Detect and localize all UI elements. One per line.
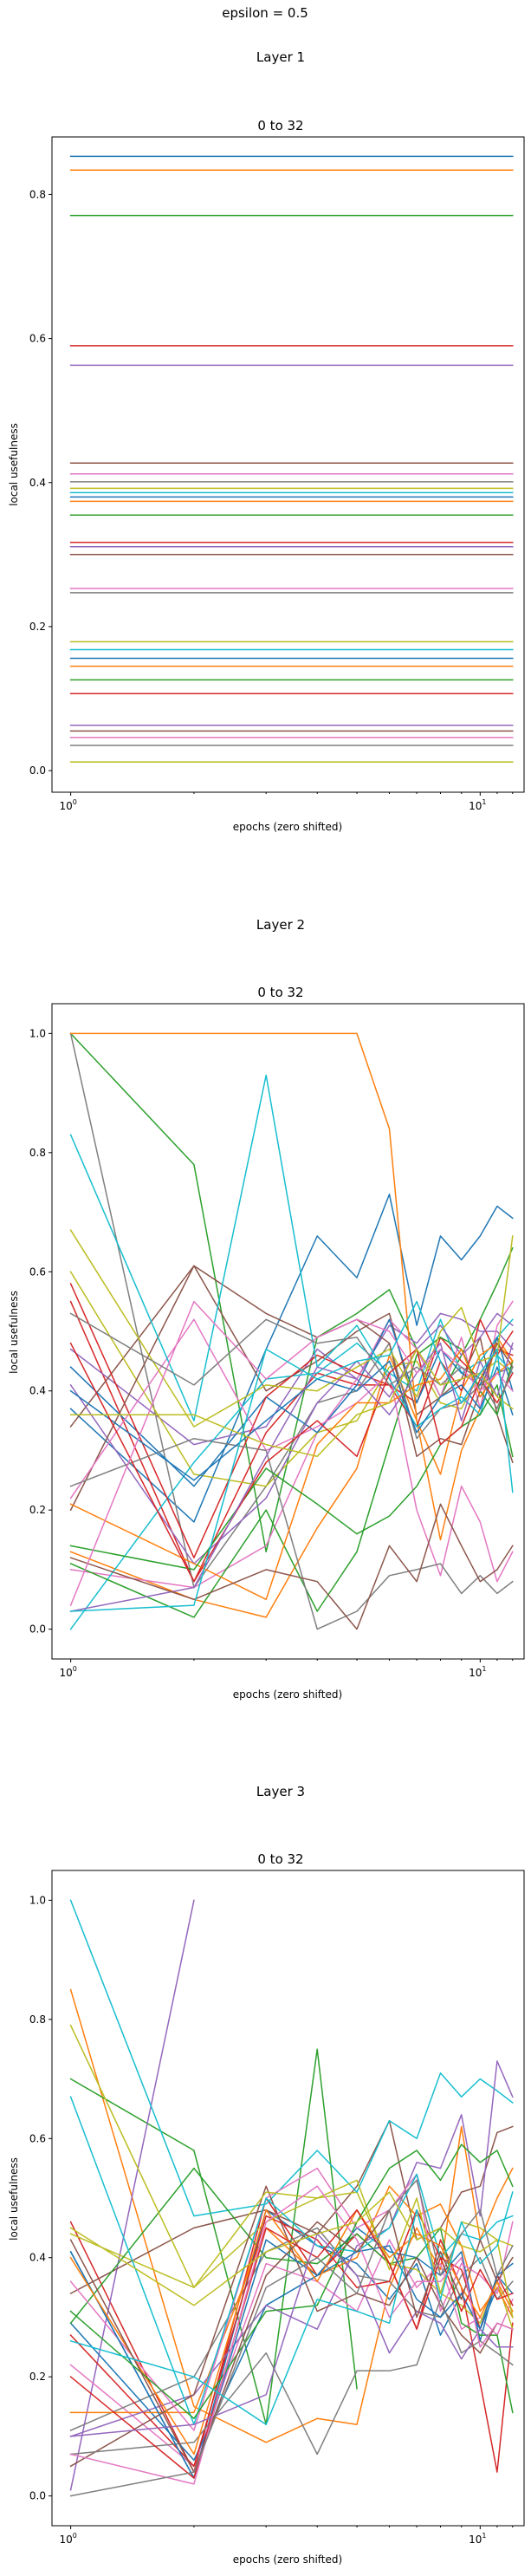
y-tick-label: 0.0: [29, 1623, 46, 1636]
series-line-27: [69, 1300, 514, 1607]
panel-1-title: 0 to 32: [257, 118, 303, 133]
series-line-21: [69, 1360, 514, 1481]
series-line-8: [69, 1032, 514, 1589]
y-tick-label: 0.4: [29, 477, 46, 489]
series-line-28: [69, 1312, 514, 1410]
series-line-1: [69, 1194, 514, 1523]
y-tick-label: 0.2: [29, 2371, 46, 2383]
series-line-25: [69, 1342, 514, 1612]
series-line-29: [69, 1348, 514, 1458]
y-tick-label: 0.8: [29, 1147, 46, 1159]
x-tick-label: 100: [59, 798, 76, 812]
series-line-2: [69, 1988, 514, 2443]
axes-frame: [51, 136, 525, 793]
y-tick-label: 0.6: [29, 1265, 46, 1278]
series-line-28: [69, 2179, 514, 2497]
series-line-25: [69, 2233, 514, 2437]
series-line-17: [69, 2167, 514, 2431]
axes-frame: [51, 1003, 525, 1660]
series-line-22: [69, 2208, 514, 2456]
series-line-26: [69, 2208, 514, 2473]
y-tick-label: 1.0: [29, 1027, 46, 1039]
series-line-29: [69, 2191, 514, 2319]
series-line-16: [69, 2185, 514, 2468]
series-line-20: [69, 1074, 514, 1428]
series-line-19: [69, 1229, 514, 1428]
series-line-14: [69, 1283, 514, 1558]
layer-1-title: Layer 1: [256, 49, 305, 65]
y-tick-label: 0.2: [29, 621, 46, 633]
y-tick-label: 0.8: [29, 188, 46, 200]
y-tick-label: 0.0: [29, 2490, 46, 2502]
panel-2-plot: 0.0 0.2 0.4 0.6 0.8 1.0 100 101: [29, 1003, 525, 1679]
series-line-5: [69, 1899, 195, 2491]
y-tick-label: 0.6: [29, 2132, 46, 2144]
series-line-6: [69, 2119, 514, 2295]
series-line-3: [69, 1032, 514, 1553]
series-line-11: [69, 2227, 514, 2462]
series-line-23: [69, 1384, 514, 1571]
series-line-13: [69, 2167, 514, 2414]
layer-2-title: Layer 2: [256, 917, 305, 933]
y-tick-label: 0.4: [29, 2252, 46, 2264]
series-group: [69, 1032, 514, 1630]
y-tick-label: 1.0: [29, 1894, 46, 1906]
series-group: [69, 155, 514, 763]
series-line-19: [69, 2024, 514, 2294]
panel-2-xlabel: epochs (zero shifted): [233, 1688, 342, 1701]
series-line-20: [69, 2096, 514, 2425]
x-tick-label: 100: [59, 2532, 76, 2546]
series-line-12: [69, 1032, 514, 1475]
series-line-27: [69, 2185, 514, 2485]
panel-3-plot: 0.0 0.2 0.4 0.6 0.8 1.0 100 101: [29, 1870, 525, 2546]
series-line-10: [69, 1899, 514, 2217]
layer-3-title: Layer 3: [256, 1784, 305, 1799]
panel-1-xlabel: epochs (zero shifted): [233, 821, 342, 833]
series-line-23: [69, 2143, 514, 2420]
panel-3-xlabel: epochs (zero shifted): [233, 2553, 342, 2566]
panel-3-ylabel: local usefulness: [8, 2157, 20, 2241]
series-line-30: [69, 2191, 514, 2425]
series-line-17: [69, 1318, 514, 1583]
series-line-21: [69, 2239, 514, 2479]
axes-frame: [51, 1870, 525, 2527]
y-tick-label: 0.6: [29, 333, 46, 345]
y-tick-label: 0.8: [29, 2013, 46, 2026]
y-tick-label: 0.4: [29, 1385, 46, 1397]
panel-2-title: 0 to 32: [257, 985, 303, 1000]
panel-2-ylabel: local usefulness: [8, 1291, 20, 1374]
x-tick-label: 101: [469, 2532, 486, 2546]
y-tick-label: 0.2: [29, 1504, 46, 1516]
y-tick-label: 0.0: [29, 764, 46, 777]
x-tick-label: 101: [469, 1665, 486, 1679]
panel-3-title: 0 to 32: [257, 1851, 303, 1867]
series-group: [69, 1899, 514, 2497]
figure-suptitle: epsilon = 0.5: [222, 5, 308, 21]
x-tick-label: 101: [469, 798, 486, 812]
panel-1-plot: 0.0 0.2 0.4 0.6 0.8 100 101: [29, 136, 525, 812]
series-line-26: [69, 1503, 514, 1630]
x-tick-label: 100: [59, 1665, 76, 1679]
series-line-18: [69, 1437, 514, 1630]
series-line-24: [69, 2208, 514, 2479]
panel-1-ylabel: local usefulness: [8, 423, 20, 506]
series-line-30: [69, 1300, 514, 1612]
